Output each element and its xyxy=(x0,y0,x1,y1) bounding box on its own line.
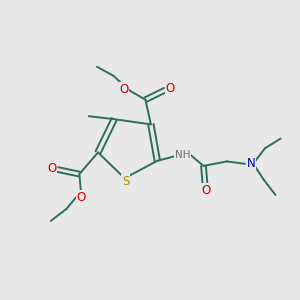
Text: O: O xyxy=(119,83,128,96)
Text: O: O xyxy=(47,162,56,175)
Text: NH: NH xyxy=(175,150,190,160)
Text: N: N xyxy=(247,157,255,170)
Text: O: O xyxy=(201,184,210,197)
Text: O: O xyxy=(166,82,175,95)
Text: S: S xyxy=(122,175,129,188)
Text: O: O xyxy=(77,191,86,204)
